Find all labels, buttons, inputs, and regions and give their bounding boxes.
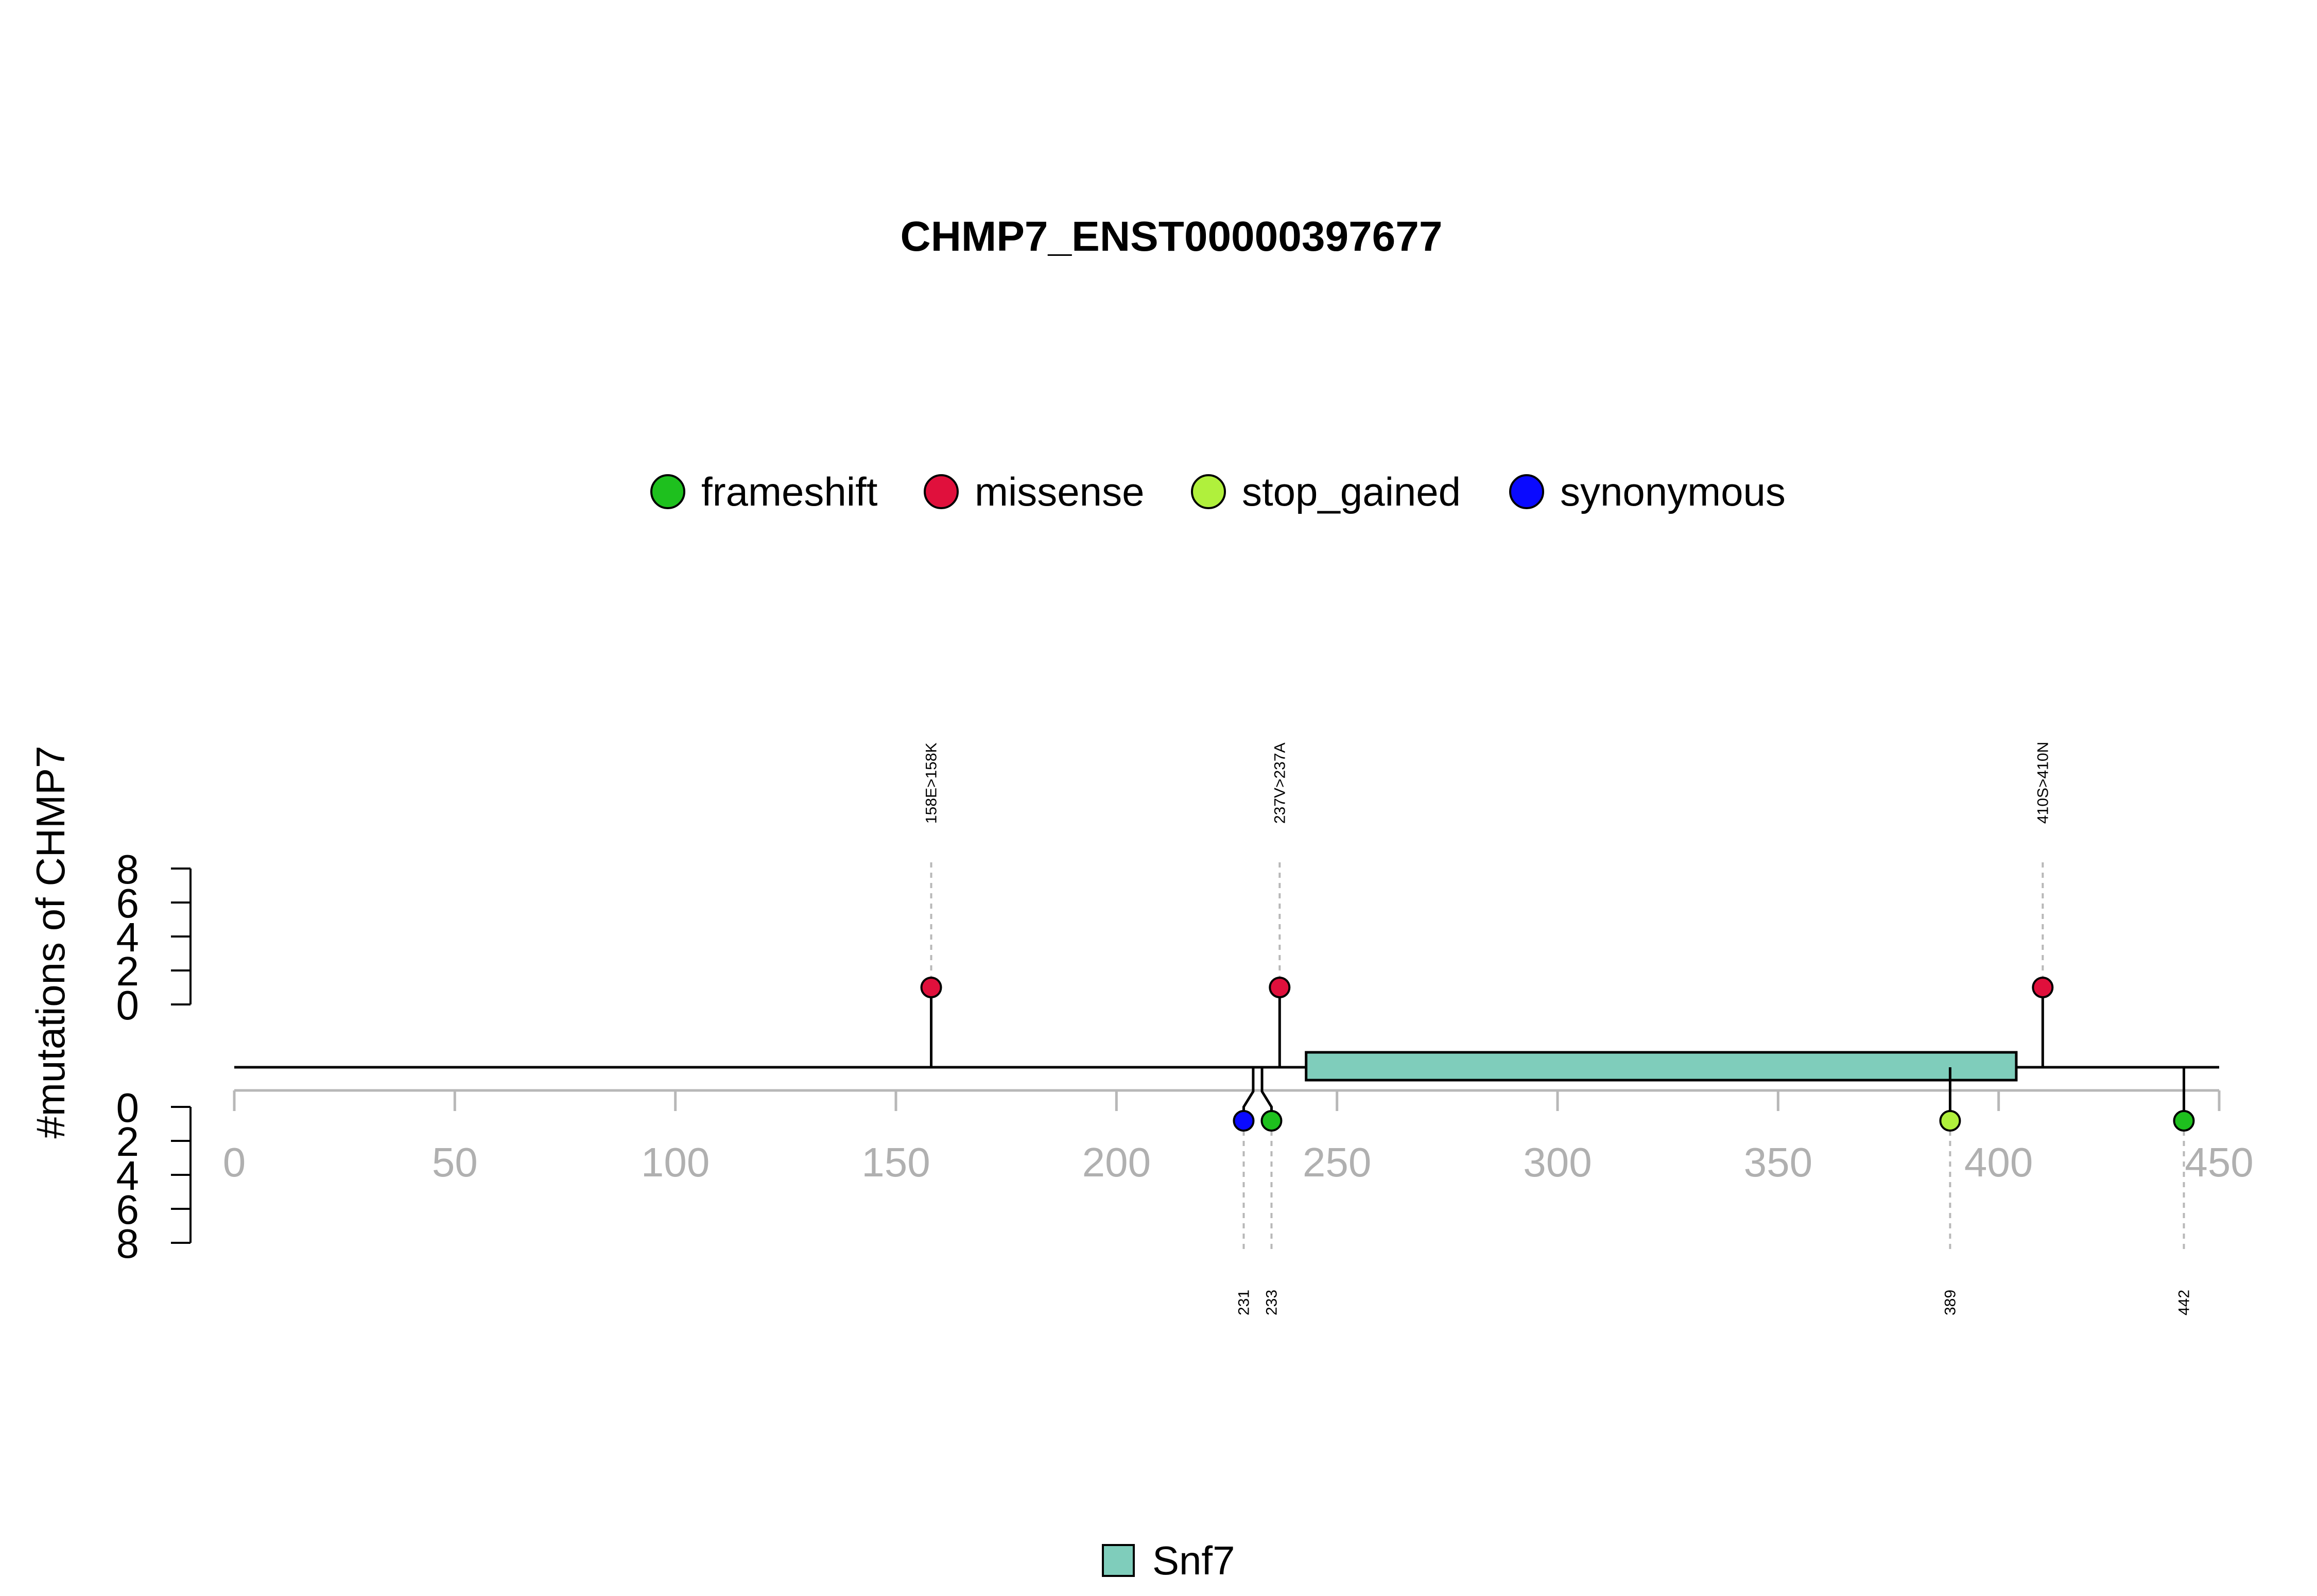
lower-y-tick-label: 4 [116, 1153, 140, 1199]
x-tick-label: 400 [1964, 1139, 2033, 1185]
x-tick-label: 250 [1303, 1139, 1371, 1185]
upper-y-tick-label: 4 [116, 914, 140, 960]
position-label: 442 [2175, 1290, 2192, 1315]
domain-legend-swatch [1102, 1544, 1135, 1577]
x-tick-label: 100 [641, 1139, 710, 1185]
position-label: 231 [1235, 1290, 1252, 1315]
mutation-label: 158E>158K [923, 742, 940, 824]
lollipop-head-synonymous [1233, 1110, 1255, 1132]
lower-y-tick-label: 2 [116, 1119, 140, 1165]
legend-marker-frameshift [650, 474, 685, 509]
upper-y-tick-label: 6 [116, 880, 140, 926]
lollipop-head-stop_gained [1939, 1110, 1961, 1132]
lollipop-head-frameshift [1260, 1110, 1283, 1132]
mutation-label: 237V>237A [1271, 742, 1288, 824]
position-label: 233 [1263, 1290, 1280, 1315]
lollipop-head-frameshift [2173, 1110, 2195, 1132]
position-label: 389 [1942, 1290, 1959, 1315]
lollipop-head-missense [920, 977, 942, 998]
legend-label-synonymous: synonymous [1560, 469, 1786, 514]
lollipop-head-missense [1269, 977, 1291, 998]
x-tick-label: 50 [432, 1139, 478, 1185]
x-tick-label: 300 [1523, 1139, 1592, 1185]
x-tick-label: 150 [861, 1139, 930, 1185]
legend-label-stop_gained: stop_gained [1242, 469, 1461, 514]
domain-legend-label: Snf7 [1152, 1538, 1235, 1583]
legend-label-missense: missense [975, 469, 1144, 514]
chart-title: CHMP7_ENST00000397677 [901, 213, 1443, 260]
legend-marker-stop_gained [1191, 474, 1226, 509]
domain-legend: Snf7 [1102, 1538, 1235, 1583]
x-tick-label: 350 [1744, 1139, 1812, 1185]
upper-y-tick-label: 0 [116, 982, 140, 1028]
mutation-type-legend: frameshift missense stop_gained synonymous [650, 469, 1786, 514]
upper-y-tick-label: 2 [116, 948, 140, 994]
legend-marker-synonymous [1509, 474, 1544, 509]
mutation-label: 410S>410N [2034, 742, 2051, 824]
upper-y-tick-label: 8 [116, 846, 140, 892]
lower-y-tick-label: 0 [116, 1085, 140, 1131]
lollipop-head-missense [2032, 977, 2054, 998]
lower-y-tick-label: 8 [116, 1221, 140, 1267]
y-axis-label: #mutations of CHMP7 [28, 746, 73, 1139]
legend-marker-missense [924, 474, 959, 509]
lower-y-tick-label: 6 [116, 1187, 140, 1233]
domain-boxes [1305, 1051, 2018, 1082]
domain-box-Snf7 [1305, 1051, 2018, 1082]
x-tick-label: 450 [2185, 1139, 2253, 1185]
x-tick-label: 0 [223, 1139, 246, 1185]
x-tick-label: 200 [1082, 1139, 1151, 1185]
x-axis: 0 50 100 150 200 250 300 350 400 450 [223, 1089, 2254, 1185]
legend-label-frameshift: frameshift [701, 469, 878, 514]
mutation-lollipops: 158E>158K 237V>237A 410S>410N 231 233 389 442 [920, 742, 2195, 1315]
